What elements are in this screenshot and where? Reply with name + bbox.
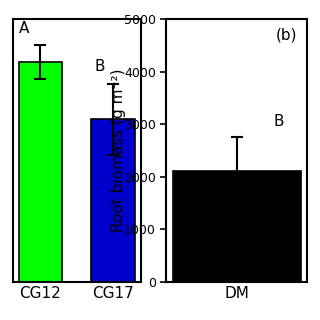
Bar bbox=[19, 62, 62, 282]
Text: B: B bbox=[274, 115, 284, 129]
Text: A: A bbox=[19, 21, 30, 36]
Text: (b): (b) bbox=[276, 27, 298, 42]
Y-axis label: Root biomass (g m⁻²): Root biomass (g m⁻²) bbox=[111, 69, 126, 232]
Text: B: B bbox=[95, 59, 105, 74]
Bar bbox=[173, 172, 301, 282]
Bar bbox=[91, 119, 135, 282]
